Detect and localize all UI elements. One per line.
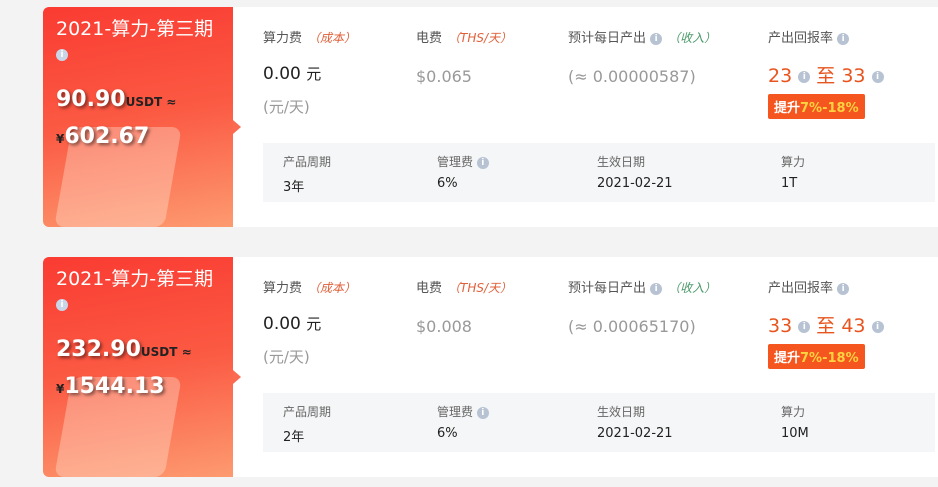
product-title: 2021-算力-第三期 bbox=[56, 18, 214, 40]
electricity-note: （THS/天） bbox=[448, 31, 513, 45]
price-cny: 602.67 bbox=[64, 124, 150, 149]
info-icon[interactable]: i bbox=[837, 282, 850, 295]
return-rate-label: 产出回报率 bbox=[768, 31, 834, 46]
return-separator: 至 bbox=[816, 315, 836, 337]
daily-output-value: (≈ 0.00065170) bbox=[568, 317, 696, 336]
period-label: 产品周期 bbox=[283, 155, 332, 169]
period-label: 产品周期 bbox=[283, 405, 332, 419]
electricity-value: $0.008 bbox=[416, 317, 472, 336]
info-icon[interactable]: i bbox=[56, 298, 68, 311]
info-icon[interactable]: i bbox=[476, 156, 489, 169]
info-icon[interactable]: i bbox=[650, 282, 663, 295]
hash-fee-note: （成本） bbox=[308, 281, 357, 295]
electricity-value: $0.065 bbox=[416, 67, 472, 86]
currency-symbol: ¥ bbox=[56, 382, 65, 396]
hash-fee-label: 算力费 bbox=[263, 31, 303, 46]
usdt-label: USDT ≈ bbox=[125, 95, 177, 109]
hash-fee-per: (元/天) bbox=[263, 348, 310, 366]
info-icon[interactable]: i bbox=[798, 320, 811, 333]
currency-symbol: ¥ bbox=[56, 132, 65, 146]
product-details: 产品周期 2年 管理费 i 6% 生效日期 2021-02-21 算力 10M bbox=[263, 393, 935, 452]
daily-output-note: （收入） bbox=[668, 281, 717, 295]
hash-fee-unit: 元 bbox=[306, 315, 322, 333]
electricity-note: （THS/天） bbox=[448, 281, 513, 295]
effective-date-value: 2021-02-21 bbox=[597, 176, 673, 191]
pointer-arrow bbox=[233, 370, 241, 384]
hashrate-label: 算力 bbox=[781, 155, 806, 169]
hashrate-value: 1T bbox=[781, 176, 798, 191]
boost-value: 7%-18% bbox=[800, 351, 859, 366]
product-details: 产品周期 3年 管理费 i 6% 生效日期 2021-02-21 算力 1T bbox=[263, 143, 935, 202]
effective-date-label: 生效日期 bbox=[597, 155, 646, 169]
management-fee-label: 管理费 bbox=[437, 155, 474, 169]
price-cny: 1544.13 bbox=[64, 374, 165, 399]
electricity-label: 电费 bbox=[416, 31, 443, 46]
management-fee-value: 6% bbox=[437, 426, 458, 441]
effective-date-value: 2021-02-21 bbox=[597, 426, 673, 441]
hash-fee-note: （成本） bbox=[308, 31, 357, 45]
return-rate-label: 产出回报率 bbox=[768, 281, 834, 296]
hash-fee-label: 算力费 bbox=[263, 281, 303, 296]
daily-output-note: （收入） bbox=[668, 31, 717, 45]
hash-fee-value: 0.00 bbox=[263, 64, 301, 84]
info-icon[interactable]: i bbox=[837, 32, 850, 45]
return-separator: 至 bbox=[816, 65, 836, 87]
price-usdt: 90.90 bbox=[56, 87, 126, 112]
info-icon[interactable]: i bbox=[650, 32, 663, 45]
period-value: 2年 bbox=[283, 430, 305, 445]
boost-badge: 提升7%-18% bbox=[768, 94, 865, 119]
management-fee-value: 6% bbox=[437, 176, 458, 191]
return-to: 43 bbox=[841, 315, 866, 337]
product-summary-panel: 2021-算力-第三期 i 232.90USDT ≈ ¥1544.13 bbox=[43, 257, 233, 477]
info-icon[interactable]: i bbox=[871, 70, 884, 83]
return-to: 33 bbox=[841, 65, 866, 87]
hash-fee-unit: 元 bbox=[306, 65, 322, 83]
hash-fee-value: 0.00 bbox=[263, 314, 301, 334]
return-from: 33 bbox=[768, 315, 793, 337]
info-icon[interactable]: i bbox=[476, 406, 489, 419]
hash-fee-per: (元/天) bbox=[263, 98, 310, 116]
pointer-arrow bbox=[233, 120, 241, 134]
hashrate-label: 算力 bbox=[781, 405, 806, 419]
daily-output-label: 预计每日产出 bbox=[568, 31, 647, 46]
usdt-label: USDT ≈ bbox=[140, 345, 192, 359]
daily-output-label: 预计每日产出 bbox=[568, 281, 647, 296]
hashrate-value: 10M bbox=[781, 426, 809, 441]
return-from: 23 bbox=[768, 65, 793, 87]
period-value: 3年 bbox=[283, 180, 305, 195]
info-icon[interactable]: i bbox=[798, 70, 811, 83]
boost-badge: 提升7%-18% bbox=[768, 344, 865, 369]
management-fee-label: 管理费 bbox=[437, 405, 474, 419]
price-usdt: 232.90 bbox=[56, 337, 141, 362]
product-card[interactable]: 2021-算力-第三期 i 232.90USDT ≈ ¥1544.13 算力费 （… bbox=[43, 257, 938, 477]
boost-value: 7%-18% bbox=[800, 101, 859, 116]
info-icon[interactable]: i bbox=[871, 320, 884, 333]
daily-output-value: (≈ 0.00000587) bbox=[568, 67, 696, 86]
product-card[interactable]: 2021-算力-第三期 i 90.90USDT ≈ ¥602.67 算力费 （成本… bbox=[43, 7, 938, 227]
product-summary-panel: 2021-算力-第三期 i 90.90USDT ≈ ¥602.67 bbox=[43, 7, 233, 227]
product-title: 2021-算力-第三期 bbox=[56, 268, 214, 290]
effective-date-label: 生效日期 bbox=[597, 405, 646, 419]
electricity-label: 电费 bbox=[416, 281, 443, 296]
info-icon[interactable]: i bbox=[56, 48, 68, 61]
